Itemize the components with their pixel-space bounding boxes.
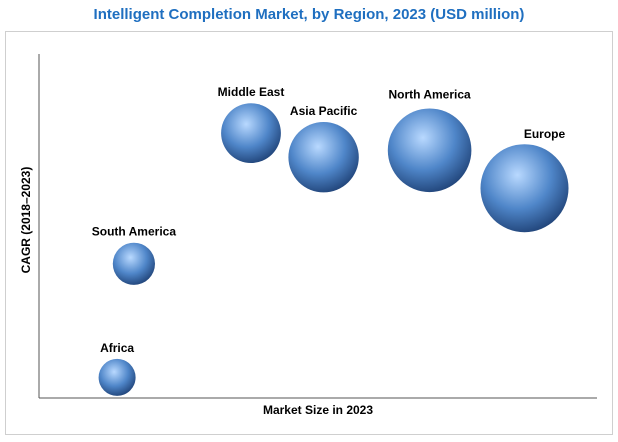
bubble-middle-east [221,103,281,163]
bubble-label-north-america: North America [388,88,471,102]
chart-title: Intelligent Completion Market, by Region… [93,6,525,23]
bubble-south-america [112,242,155,285]
x-axis-label: Market Size in 2023 [262,403,374,417]
bubble-north-america [387,108,472,193]
bubble-label-europe: Europe [524,127,566,141]
bubble-label-asia-pacific: Asia Pacific [290,104,358,118]
bubble-europe [480,144,569,233]
bubble-asia-pacific [288,122,359,193]
bubble-label-africa: Africa [100,341,134,355]
bubble-label-middle-east: Middle East [218,85,285,99]
chart-frame [5,31,613,435]
bubble-label-south-america: South America [92,225,177,239]
bubble-africa [98,358,136,396]
